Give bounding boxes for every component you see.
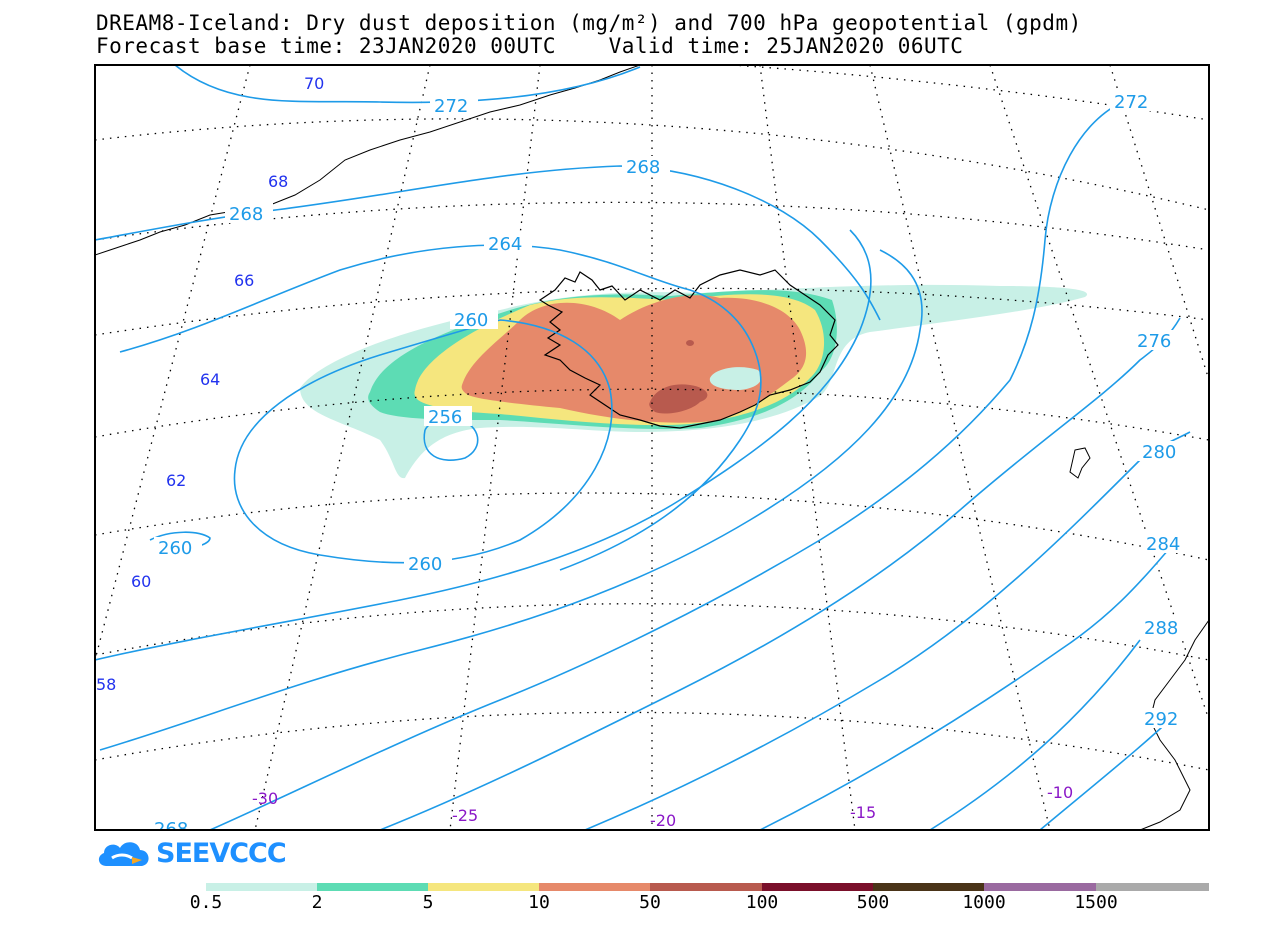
latitude-grid <box>95 65 1209 771</box>
dust-field-50-spot <box>686 340 694 346</box>
dust-field-10 <box>461 295 807 423</box>
colorbar-tick: 0.5 <box>189 892 223 913</box>
colorbar-tick: 500 <box>856 892 890 913</box>
isoline-label: 268 <box>626 157 660 178</box>
colorbar-segment <box>873 883 984 891</box>
colorbar-tick: 100 <box>745 892 779 913</box>
dust-field-50 <box>649 384 708 414</box>
latitude-label: 64 <box>200 370 220 389</box>
isoline-label: 280 <box>1142 442 1176 463</box>
colorbar-tick: 2 <box>311 892 323 913</box>
colorbar-segment <box>539 883 650 891</box>
dust-field-10-hole <box>709 367 762 390</box>
latitude-label: 70 <box>304 74 324 93</box>
colorbar-tick: 10 <box>528 892 550 913</box>
isoline-label: 260 <box>158 538 192 559</box>
logo-text: SEEVCCC <box>156 838 287 869</box>
isoline-label: 268 <box>229 204 263 225</box>
longitude-label: -25 <box>452 806 478 825</box>
colorbar-segment <box>428 883 539 891</box>
colorbar-segment <box>206 883 317 891</box>
greenland-coastline <box>95 65 641 256</box>
isoline-label: 272 <box>434 96 468 117</box>
latitude-label: 58 <box>96 675 116 694</box>
isoline-label: 260 <box>408 554 442 575</box>
colorbar-tick: 1500 <box>1074 892 1118 913</box>
longitude-label: -10 <box>1047 783 1073 802</box>
colorbar-segment <box>762 883 873 891</box>
faroe-islands <box>1069 447 1091 479</box>
colorbar-segment <box>984 883 1096 891</box>
map-frame <box>94 64 1210 831</box>
iceland-coastline <box>538 269 839 429</box>
latitude-label: 62 <box>166 471 186 490</box>
longitude-label: -30 <box>252 789 278 808</box>
norway-coastline <box>1139 619 1209 830</box>
latitude-label: 60 <box>131 572 151 591</box>
isoline-label: 288 <box>1144 618 1178 639</box>
map-title: DREAM8-Iceland: Dry dust deposition (mg/… <box>96 11 1082 35</box>
colorbar-tick: 1000 <box>962 892 1006 913</box>
latitude-label: 68 <box>268 172 288 191</box>
colorbar-tick: 50 <box>639 892 661 913</box>
isoline-label: 292 <box>1144 709 1178 730</box>
colorbar-segment <box>317 883 428 891</box>
isoline-label: 256 <box>428 407 462 428</box>
colorbar-segment <box>650 883 762 891</box>
longitude-grid <box>95 65 1209 830</box>
isoline-label: 260 <box>454 310 488 331</box>
isoline-label: 272 <box>1114 92 1148 113</box>
colorbar-segment <box>1096 883 1209 891</box>
longitude-label: -20 <box>650 811 676 830</box>
isoline-label: 268 <box>154 819 188 840</box>
geopotential-isolines <box>95 65 1191 830</box>
map-subtitle: Forecast base time: 23JAN2020 00UTC Vali… <box>96 34 964 58</box>
longitude-label: -15 <box>850 803 876 822</box>
latitude-label: 66 <box>234 271 254 290</box>
isoline-label: 276 <box>1137 331 1171 352</box>
colorbar-tick: 5 <box>422 892 434 913</box>
seevccc-cloud-icon <box>98 842 149 866</box>
isoline-label: 264 <box>488 234 522 255</box>
isoline-label: 284 <box>1146 534 1180 555</box>
